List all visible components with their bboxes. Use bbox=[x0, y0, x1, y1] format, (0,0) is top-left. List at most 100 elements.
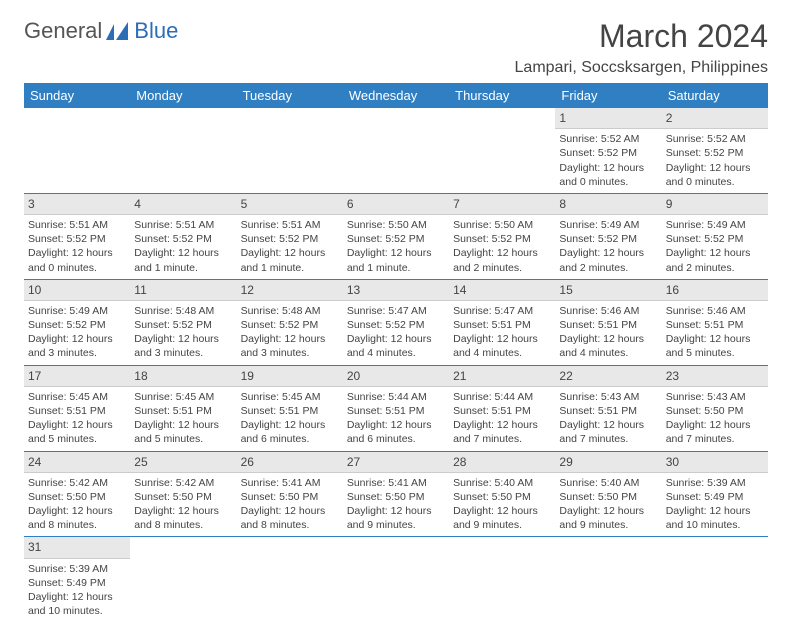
cell-line: Sunrise: 5:42 AM bbox=[28, 476, 126, 490]
calendar-cell: 14Sunrise: 5:47 AMSunset: 5:51 PMDayligh… bbox=[449, 279, 555, 365]
cell-line: Sunrise: 5:42 AM bbox=[134, 476, 232, 490]
day-number bbox=[237, 537, 343, 541]
cell-body: Sunrise: 5:49 AMSunset: 5:52 PMDaylight:… bbox=[24, 301, 130, 365]
cell-line: and 2 minutes. bbox=[559, 261, 657, 275]
calendar-cell bbox=[343, 108, 449, 193]
cell-line: Sunset: 5:49 PM bbox=[28, 576, 126, 590]
day-header: Saturday bbox=[662, 83, 768, 108]
cell-line: Daylight: 12 hours bbox=[559, 246, 657, 260]
cell-body: Sunrise: 5:51 AMSunset: 5:52 PMDaylight:… bbox=[130, 215, 236, 279]
calendar-cell bbox=[130, 537, 236, 622]
day-number bbox=[555, 537, 661, 541]
cell-body: Sunrise: 5:45 AMSunset: 5:51 PMDaylight:… bbox=[237, 387, 343, 451]
month-title: March 2024 bbox=[515, 18, 768, 55]
logo: General Blue bbox=[24, 18, 178, 44]
cell-body: Sunrise: 5:51 AMSunset: 5:52 PMDaylight:… bbox=[24, 215, 130, 279]
cell-line: Sunset: 5:52 PM bbox=[241, 318, 339, 332]
title-block: March 2024 Lampari, Soccsksargen, Philip… bbox=[515, 18, 768, 77]
cell-body: Sunrise: 5:50 AMSunset: 5:52 PMDaylight:… bbox=[343, 215, 449, 279]
calendar-cell: 25Sunrise: 5:42 AMSunset: 5:50 PMDayligh… bbox=[130, 451, 236, 537]
cell-line: Sunset: 5:52 PM bbox=[666, 232, 764, 246]
cell-body: Sunrise: 5:48 AMSunset: 5:52 PMDaylight:… bbox=[237, 301, 343, 365]
cell-line: Sunrise: 5:40 AM bbox=[453, 476, 551, 490]
logo-sail-icon bbox=[106, 22, 132, 40]
cell-line: Sunset: 5:50 PM bbox=[453, 490, 551, 504]
day-number: 29 bbox=[555, 452, 661, 473]
cell-line: Daylight: 12 hours bbox=[28, 246, 126, 260]
cell-line: Sunset: 5:50 PM bbox=[28, 490, 126, 504]
cell-line: Sunset: 5:52 PM bbox=[666, 146, 764, 160]
cell-line: and 2 minutes. bbox=[666, 261, 764, 275]
day-number: 25 bbox=[130, 452, 236, 473]
cell-line: Daylight: 12 hours bbox=[559, 161, 657, 175]
day-number: 7 bbox=[449, 194, 555, 215]
day-number: 24 bbox=[24, 452, 130, 473]
day-number: 21 bbox=[449, 366, 555, 387]
calendar-cell bbox=[449, 108, 555, 193]
day-number: 4 bbox=[130, 194, 236, 215]
cell-line: Sunrise: 5:41 AM bbox=[347, 476, 445, 490]
cell-line: Sunrise: 5:43 AM bbox=[666, 390, 764, 404]
calendar-cell: 19Sunrise: 5:45 AMSunset: 5:51 PMDayligh… bbox=[237, 365, 343, 451]
calendar-cell: 9Sunrise: 5:49 AMSunset: 5:52 PMDaylight… bbox=[662, 193, 768, 279]
day-number: 3 bbox=[24, 194, 130, 215]
cell-line: and 8 minutes. bbox=[28, 518, 126, 532]
cell-line: and 7 minutes. bbox=[559, 432, 657, 446]
cell-body: Sunrise: 5:42 AMSunset: 5:50 PMDaylight:… bbox=[130, 473, 236, 537]
cell-line: Sunset: 5:52 PM bbox=[347, 318, 445, 332]
day-number: 31 bbox=[24, 537, 130, 558]
cell-line: and 4 minutes. bbox=[453, 346, 551, 360]
cell-line: Sunrise: 5:46 AM bbox=[559, 304, 657, 318]
cell-line: Sunrise: 5:52 AM bbox=[666, 132, 764, 146]
cell-line: Sunset: 5:51 PM bbox=[453, 404, 551, 418]
cell-line: Sunrise: 5:39 AM bbox=[666, 476, 764, 490]
calendar-cell: 29Sunrise: 5:40 AMSunset: 5:50 PMDayligh… bbox=[555, 451, 661, 537]
cell-line: Sunset: 5:52 PM bbox=[559, 232, 657, 246]
calendar-cell: 23Sunrise: 5:43 AMSunset: 5:50 PMDayligh… bbox=[662, 365, 768, 451]
cell-body: Sunrise: 5:39 AMSunset: 5:49 PMDaylight:… bbox=[24, 559, 130, 622]
cell-line: and 5 minutes. bbox=[134, 432, 232, 446]
cell-line: and 1 minute. bbox=[134, 261, 232, 275]
cell-line: Sunrise: 5:48 AM bbox=[241, 304, 339, 318]
calendar-cell: 11Sunrise: 5:48 AMSunset: 5:52 PMDayligh… bbox=[130, 279, 236, 365]
cell-body: Sunrise: 5:45 AMSunset: 5:51 PMDaylight:… bbox=[130, 387, 236, 451]
calendar-cell: 24 Sunrise: 5:42 AMSunset: 5:50 PMDayligh… bbox=[24, 451, 130, 537]
cell-line: Sunrise: 5:45 AM bbox=[28, 390, 126, 404]
cell-line: Daylight: 12 hours bbox=[134, 332, 232, 346]
day-header: Sunday bbox=[24, 83, 130, 108]
calendar-cell: 17Sunrise: 5:45 AMSunset: 5:51 PMDayligh… bbox=[24, 365, 130, 451]
cell-line: Daylight: 12 hours bbox=[666, 504, 764, 518]
cell-line: Sunset: 5:50 PM bbox=[666, 404, 764, 418]
calendar-cell bbox=[237, 537, 343, 622]
cell-line: and 5 minutes. bbox=[666, 346, 764, 360]
cell-line: Daylight: 12 hours bbox=[453, 504, 551, 518]
day-number: 19 bbox=[237, 366, 343, 387]
cell-line: and 5 minutes. bbox=[28, 432, 126, 446]
cell-line: Sunset: 5:50 PM bbox=[559, 490, 657, 504]
cell-line: Sunset: 5:50 PM bbox=[241, 490, 339, 504]
cell-body: Sunrise: 5:46 AMSunset: 5:51 PMDaylight:… bbox=[662, 301, 768, 365]
day-number: 16 bbox=[662, 280, 768, 301]
calendar-week: 17Sunrise: 5:45 AMSunset: 5:51 PMDayligh… bbox=[24, 365, 768, 451]
day-number bbox=[449, 108, 555, 112]
cell-line: Sunrise: 5:45 AM bbox=[134, 390, 232, 404]
cell-line: and 9 minutes. bbox=[559, 518, 657, 532]
day-header: Thursday bbox=[449, 83, 555, 108]
cell-line: and 6 minutes. bbox=[347, 432, 445, 446]
cell-body: Sunrise: 5:41 AMSunset: 5:50 PMDaylight:… bbox=[343, 473, 449, 537]
day-number bbox=[130, 108, 236, 112]
cell-line: Daylight: 12 hours bbox=[28, 504, 126, 518]
cell-line: Sunrise: 5:51 AM bbox=[241, 218, 339, 232]
calendar-week: 24Sunrise: 5:42 AMSunset: 5:50 PMDayligh… bbox=[24, 451, 768, 537]
cell-line: and 7 minutes. bbox=[453, 432, 551, 446]
calendar-week: 31Sunrise: 5:39 AMSunset: 5:49 PMDayligh… bbox=[24, 537, 768, 622]
cell-body: Sunrise: 5:49 AMSunset: 5:52 PMDaylight:… bbox=[555, 215, 661, 279]
calendar-cell: 16Sunrise: 5:46 AMSunset: 5:51 PMDayligh… bbox=[662, 279, 768, 365]
calendar-cell: 4Sunrise: 5:51 AMSunset: 5:52 PMDaylight… bbox=[130, 193, 236, 279]
calendar-week: 3Sunrise: 5:51 AMSunset: 5:52 PMDaylight… bbox=[24, 193, 768, 279]
cell-line: Sunset: 5:51 PM bbox=[559, 404, 657, 418]
day-number: 23 bbox=[662, 366, 768, 387]
cell-line: Daylight: 12 hours bbox=[241, 246, 339, 260]
location: Lampari, Soccsksargen, Philippines bbox=[515, 59, 768, 77]
day-number bbox=[24, 108, 130, 112]
